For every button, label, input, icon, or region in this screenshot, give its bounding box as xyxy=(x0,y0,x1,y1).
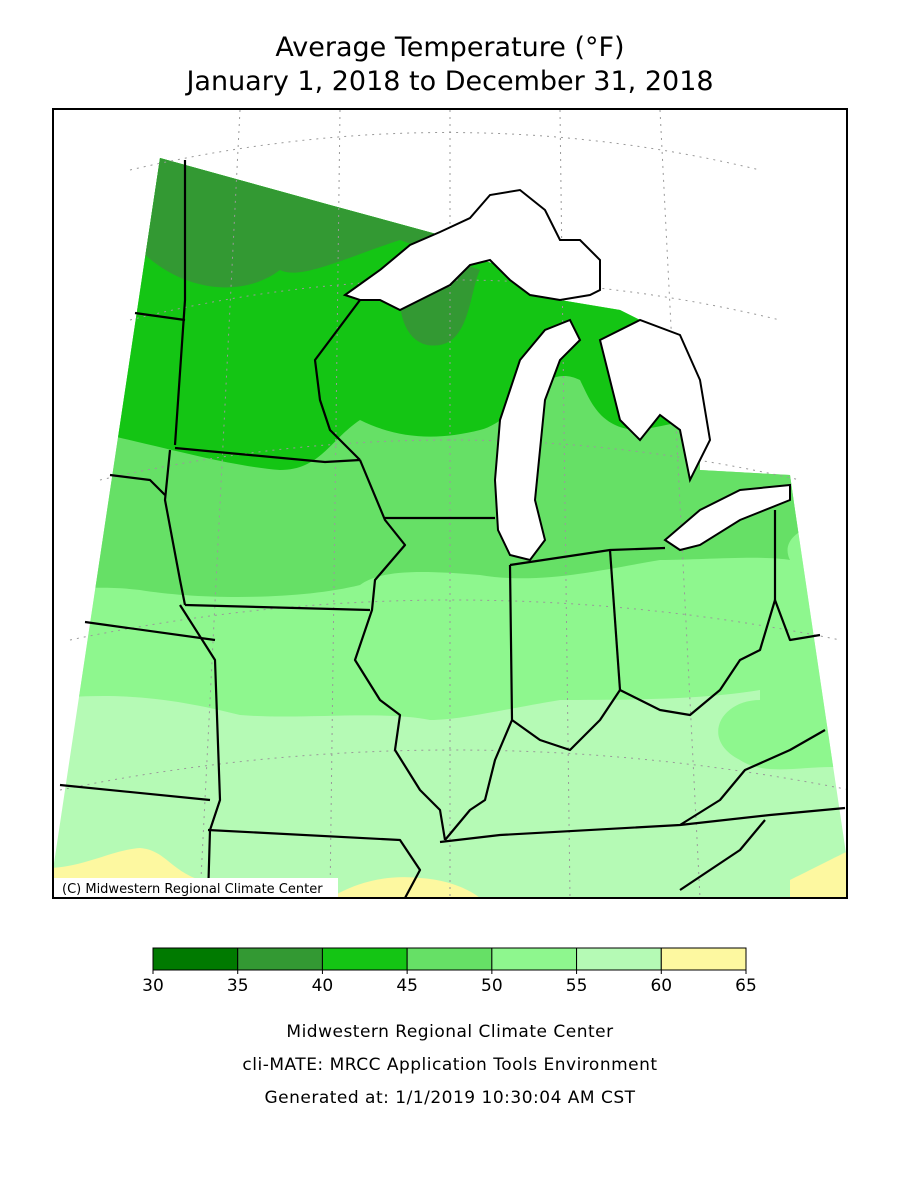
legend-swatch xyxy=(321,947,408,971)
subtitle: January 1, 2018 to December 31, 2018 xyxy=(184,66,713,97)
legend-tick-label: 35 xyxy=(227,976,249,996)
legend-tick-label: 30 xyxy=(142,976,164,996)
title: Average Temperature (°F) xyxy=(275,32,624,63)
legend-tick-label: 65 xyxy=(735,976,757,996)
footer-line: cli-MATE: MRCC Application Tools Environ… xyxy=(242,1055,657,1075)
legend-tick-label: 45 xyxy=(396,976,418,996)
legend: 30 35 40 45 50 55 60 65 xyxy=(142,947,757,996)
legend-tick-label: 55 xyxy=(566,976,588,996)
legend-swatch xyxy=(491,947,578,971)
footer: Midwestern Regional Climate Center cli-MA… xyxy=(242,1022,657,1108)
map: (C) Midwestern Regional Climate Center xyxy=(53,109,847,898)
copyright: (C) Midwestern Regional Climate Center xyxy=(62,882,323,897)
map-frame xyxy=(52,108,848,899)
legend-swatch xyxy=(576,947,662,971)
legend-swatch xyxy=(406,947,493,971)
footer-line: Generated at: 1/1/2019 10:30:04 AM CST xyxy=(264,1088,635,1108)
legend-swatch xyxy=(237,947,323,971)
legend-tick-label: 40 xyxy=(312,976,334,996)
footer-line: Midwestern Regional Climate Center xyxy=(286,1022,613,1042)
legend-tick-label: 60 xyxy=(650,976,672,996)
legend-swatch xyxy=(660,947,747,971)
graticule xyxy=(59,109,847,898)
legend-swatch xyxy=(152,947,239,971)
legend-tick-label: 50 xyxy=(481,976,503,996)
lakes xyxy=(342,188,791,562)
state-borders xyxy=(59,160,846,898)
